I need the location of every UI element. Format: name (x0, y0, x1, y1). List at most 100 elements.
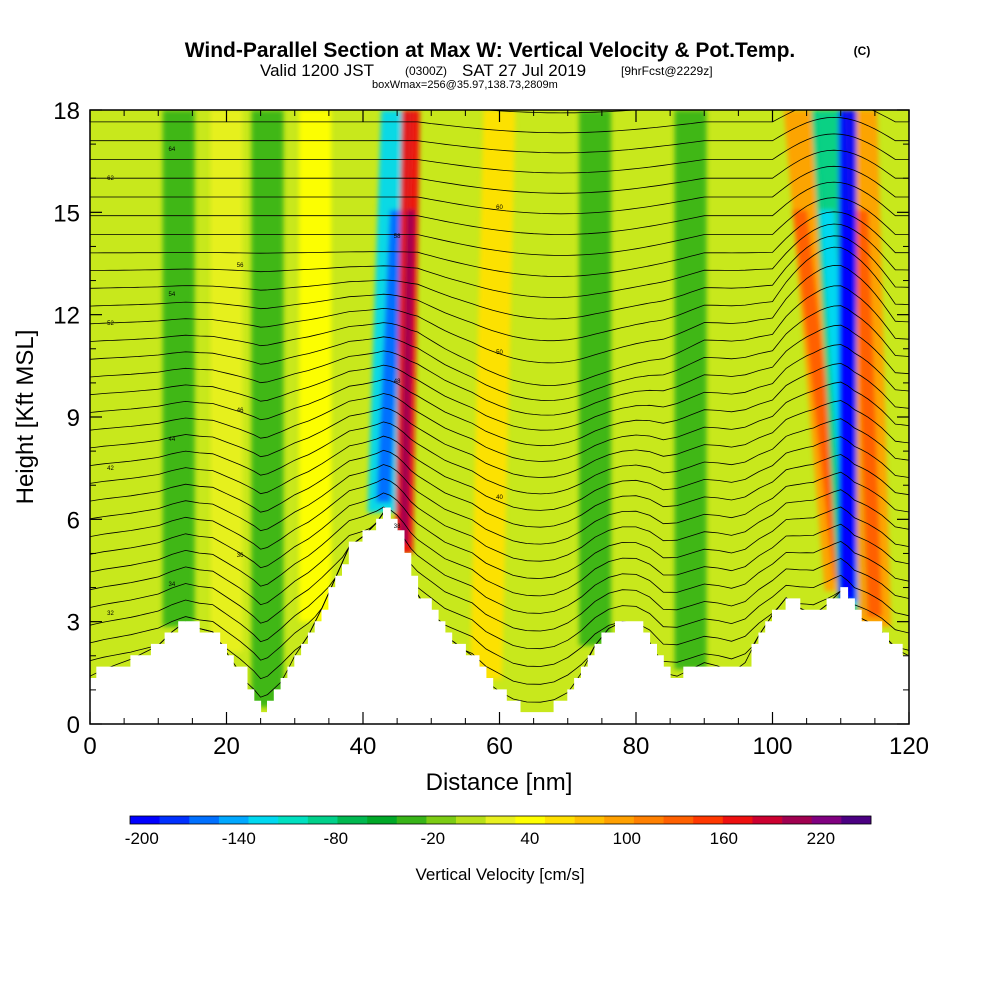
x-tick-label: 80 (623, 733, 650, 760)
theta-contour-label: 60 (496, 205, 503, 211)
colorbar-swatch (574, 816, 605, 824)
velocity-column (579, 110, 612, 646)
x-tick-label: 20 (213, 733, 240, 760)
theta-contour-line (90, 149, 909, 194)
theta-contour-line (90, 264, 909, 364)
colorbar-swatch (307, 816, 338, 824)
colorbar-swatch (663, 816, 694, 824)
theta-contour-label: 56 (237, 263, 244, 269)
colorbar-swatch (456, 816, 486, 824)
colorbar-frame (129, 815, 872, 825)
theta-contour-line (90, 492, 909, 579)
theta-contour-line (90, 197, 909, 256)
velocity-column (162, 110, 195, 627)
x-axis-label: Distance [nm] (426, 769, 573, 796)
colorbar-tick-label: 100 (613, 829, 641, 848)
velocity-column-core (854, 210, 883, 617)
velocity-column (210, 110, 243, 653)
theta-contour-line (90, 506, 909, 597)
theta-contour-label: 32 (107, 611, 114, 617)
theta-contour-label: 44 (169, 437, 176, 443)
theta-contour-label: 36 (237, 553, 244, 559)
theta-contour-line (90, 511, 909, 614)
theta-contour-label: 64 (169, 147, 176, 153)
theta-contour-line (90, 344, 909, 431)
theta-contour-line (90, 223, 909, 299)
x-axis-ticks: 0 20 40 60 80 100 120 (83, 110, 929, 760)
colorbar-swatch (248, 816, 279, 824)
colorbar-tick-label: 160 (710, 829, 738, 848)
colorbar-swatch (159, 816, 190, 824)
velocity-column-core (376, 210, 405, 503)
colorbar-swatch (811, 816, 842, 824)
theta-contour-label: 62 (107, 176, 114, 182)
theta-contour-line (90, 235, 909, 320)
colorbar-swatch (426, 816, 457, 824)
velocity-column (251, 110, 284, 707)
theta-contour-line (90, 362, 909, 447)
y-tick-label: 9 (67, 405, 80, 432)
colorbar-tick-label: -20 (421, 829, 446, 848)
x-tick-label: 100 (752, 733, 792, 760)
colorbar-swatch (782, 816, 813, 824)
colorbar-tick-label: -140 (222, 829, 256, 848)
colorbar-swatch (604, 816, 635, 824)
y-tick-label: 6 (67, 507, 80, 534)
theta-contour-label: 40 (496, 495, 503, 501)
theta-contour-line (90, 511, 909, 650)
chart-title: Wind-Parallel Section at Max W: Vertical… (185, 39, 796, 62)
colorbar-swatch (722, 816, 753, 824)
colorbar-swatch (515, 816, 546, 824)
colorbar-tick-label: 40 (520, 829, 539, 848)
terrain-mask (90, 507, 909, 724)
velocity-columns (162, 110, 891, 707)
theta-contour-label: 54 (169, 292, 176, 298)
plot-area: 32 34 36 38 40 42 44 46 48 50 52 54 56 58 60 62 64 (90, 110, 909, 724)
theta-contour-label: 58 (394, 234, 401, 240)
theta-contour-line (90, 418, 909, 495)
theta-contour-line (90, 400, 909, 478)
valid-date: SAT 27 Jul 2019 (462, 61, 586, 80)
x-tick-label: 60 (486, 733, 513, 760)
colorbar-swatch (396, 816, 427, 824)
valid-time-utc: (0300Z) (405, 64, 447, 78)
colorbar-tick-label: -200 (125, 829, 159, 848)
colorbar-tick-label: 220 (807, 829, 835, 848)
theta-contour-line (90, 133, 909, 174)
theta-contour-line (90, 478, 909, 562)
colorbar-swatch (367, 816, 398, 824)
copyright-mark: (C) (854, 44, 871, 58)
theta-contour-line (90, 305, 909, 401)
forecast-info: [9hrFcst@2229z] (621, 64, 713, 78)
theta-contour-label: 50 (496, 350, 503, 356)
colorbar-swatch (337, 816, 368, 824)
y-tick-label: 0 (67, 712, 80, 739)
y-tick-label: 12 (53, 303, 80, 330)
theta-contour-line (90, 165, 909, 215)
x-tick-label: 40 (350, 733, 377, 760)
theta-contour-line (90, 435, 909, 511)
valid-time-prefix: Valid 1200 JST (260, 61, 374, 80)
colorbar-swatch (752, 816, 783, 824)
theta-contour-line (90, 181, 909, 235)
theta-contour-line (90, 381, 909, 462)
x-tick-label: 0 (83, 733, 96, 760)
x-tick-label: 120 (889, 733, 929, 760)
colorbar-swatch (218, 816, 249, 824)
colorbar-swatch (485, 816, 516, 824)
colorbar-swatch (841, 816, 872, 824)
theta-contour-line (90, 116, 909, 154)
theta-contour-line (90, 246, 909, 342)
velocity-column-core (399, 210, 415, 544)
velocity-column (674, 110, 707, 670)
y-tick-label: 18 (53, 98, 80, 125)
colorbar-swatch (633, 816, 664, 824)
theta-contour-line (90, 464, 909, 545)
colorbar-swatch (278, 816, 309, 824)
colorbar-swatch (693, 816, 724, 824)
theta-contour-label: 48 (394, 379, 401, 385)
theta-contour-line (90, 449, 909, 528)
theta-contour-line (90, 511, 909, 632)
